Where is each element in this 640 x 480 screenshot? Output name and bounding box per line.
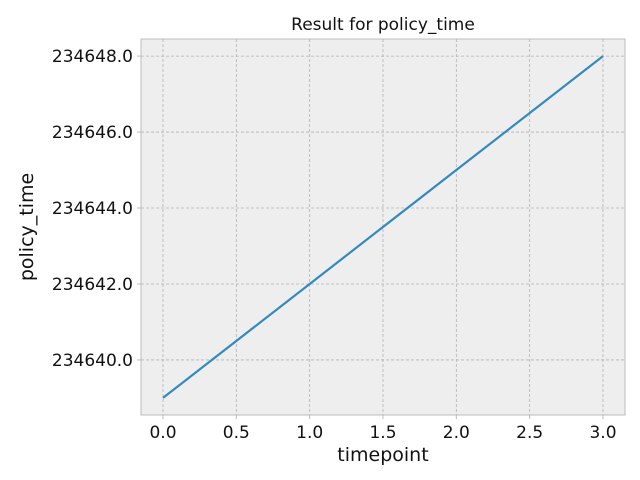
y-tick-label: 234640.0 — [52, 351, 133, 371]
x-tick-label: 2.5 — [516, 423, 543, 443]
x-axis-label: timepoint — [337, 444, 428, 466]
x-tick-label: 1.0 — [296, 423, 323, 443]
y-tick-label: 234642.0 — [52, 275, 133, 295]
y-tick-label: 234646.0 — [52, 123, 133, 143]
y-axis: 234640.0 234642.0 234644.0 234646.0 234648.0 — [52, 47, 141, 371]
y-tick-label: 234644.0 — [52, 199, 133, 219]
x-axis: 0.0 0.5 1.0 1.5 2.0 2.5 3.0 — [149, 415, 617, 443]
y-axis-label: policy_time — [16, 173, 38, 281]
x-tick-label: 0.5 — [223, 423, 250, 443]
plot-frame — [140, 38, 626, 416]
series-group — [162, 55, 604, 399]
x-tick-label: 0.0 — [149, 423, 176, 443]
series-line-0 — [162, 55, 604, 399]
x-tick-label: 3.0 — [589, 423, 616, 443]
x-tick-label: 1.5 — [369, 423, 396, 443]
y-tick-label: 234648.0 — [52, 47, 133, 67]
x-tick-label: 2.0 — [443, 423, 470, 443]
chart-title: Result for policy_time — [291, 15, 475, 35]
grid — [141, 39, 625, 415]
